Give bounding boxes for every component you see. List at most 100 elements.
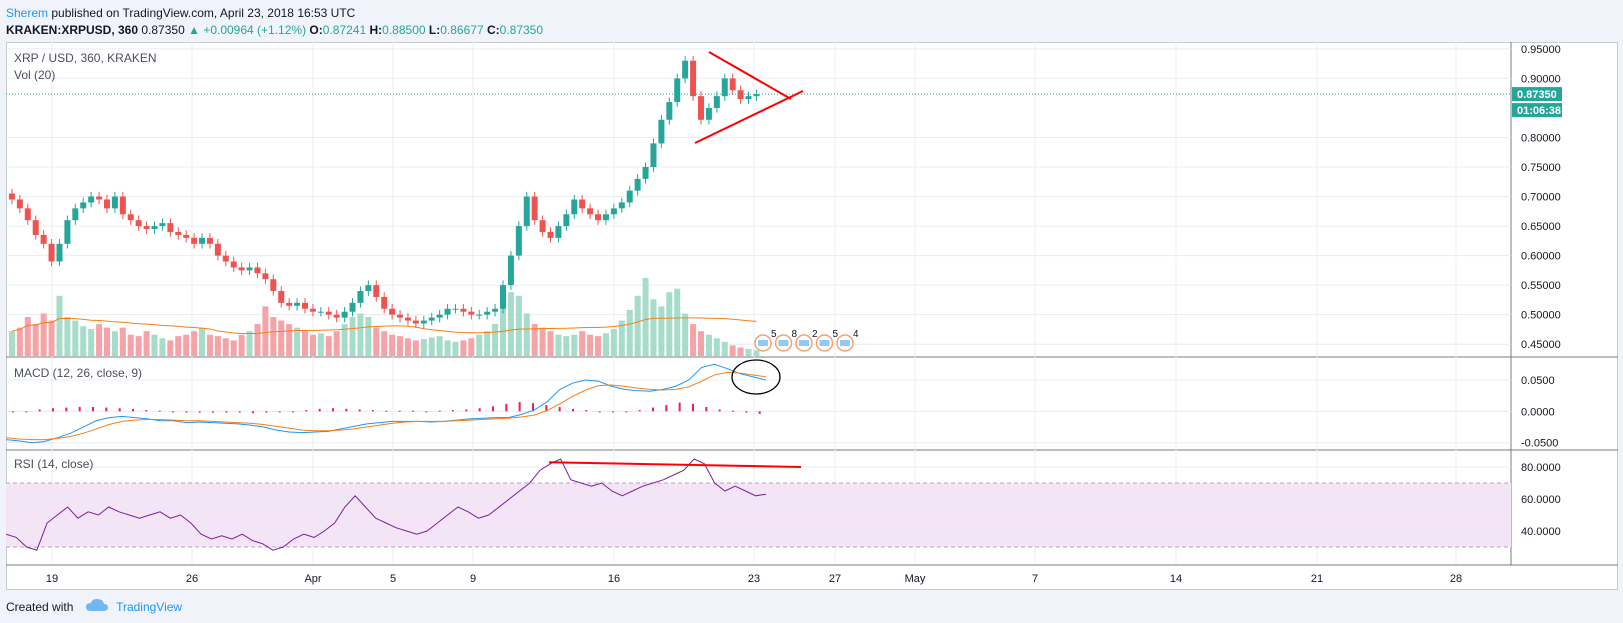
volume-bar bbox=[658, 306, 665, 356]
volume-bar bbox=[214, 336, 221, 356]
y-tick-label: 80.0000 bbox=[1521, 462, 1561, 474]
candle-body bbox=[341, 311, 348, 318]
macd-histogram-bar bbox=[172, 411, 174, 413]
volume-bar bbox=[325, 336, 332, 356]
candle-body bbox=[206, 237, 213, 244]
macd-histogram-bar bbox=[412, 410, 414, 412]
candle-body bbox=[571, 199, 578, 215]
volume-bar bbox=[745, 348, 752, 356]
volume-bar bbox=[175, 336, 182, 356]
macd-histogram-bar bbox=[705, 406, 708, 412]
volume-bar bbox=[104, 327, 110, 356]
macd-histogram-bar bbox=[478, 408, 481, 412]
volume-bar bbox=[8, 331, 15, 356]
candle-body bbox=[492, 308, 499, 312]
macd-histogram-bar bbox=[252, 411, 254, 414]
candle-body bbox=[175, 231, 182, 235]
volume-bar bbox=[286, 324, 293, 356]
macd-histogram-bar bbox=[238, 411, 241, 413]
candle-body bbox=[642, 167, 649, 179]
candle-body bbox=[8, 193, 15, 200]
volume-bar bbox=[515, 295, 522, 356]
y-tick-label: 0.90000 bbox=[1521, 73, 1561, 85]
high-value: 0.88500 bbox=[382, 23, 426, 37]
candle-body bbox=[523, 196, 530, 227]
y-tick-label: 0.0500 bbox=[1521, 375, 1555, 387]
candle-body bbox=[294, 302, 301, 306]
macd-histogram-bar bbox=[318, 408, 321, 412]
candle-body bbox=[753, 94, 760, 97]
candle-body bbox=[428, 317, 435, 321]
macd-histogram-bar bbox=[692, 403, 694, 412]
candle-body bbox=[48, 243, 55, 262]
candle-body bbox=[737, 90, 744, 100]
candle-body bbox=[254, 267, 261, 274]
x-tick-label: 28 bbox=[1450, 573, 1462, 585]
x-tick-label: 26 bbox=[186, 573, 198, 585]
candle-body bbox=[64, 220, 71, 244]
author-link[interactable]: Sherem bbox=[6, 6, 49, 20]
candle-body bbox=[674, 78, 681, 103]
volume-bar bbox=[523, 313, 530, 356]
volume-bar bbox=[302, 331, 308, 356]
candle-body bbox=[420, 320, 427, 324]
candle-body bbox=[72, 208, 79, 221]
volume-ma-line bbox=[11, 317, 757, 335]
candle-body bbox=[389, 308, 396, 315]
macd-histogram-bar bbox=[612, 411, 614, 413]
event-badge-count: 5 bbox=[771, 329, 777, 340]
macd-histogram-bar bbox=[518, 401, 521, 412]
volume-bar bbox=[246, 331, 253, 356]
volume-bar bbox=[183, 334, 190, 356]
volume-bar bbox=[650, 299, 657, 356]
candle-body bbox=[111, 196, 118, 209]
candle-body bbox=[587, 208, 594, 215]
macd-histogram-bar bbox=[652, 407, 654, 412]
macd-histogram-bar bbox=[225, 411, 228, 413]
macd-histogram-bar bbox=[25, 411, 28, 413]
candle-body bbox=[729, 78, 736, 91]
candle-body bbox=[135, 220, 142, 227]
macd-histogram-bar bbox=[452, 410, 454, 412]
candle-body bbox=[88, 196, 95, 203]
macd-histogram-bar bbox=[358, 409, 361, 412]
volume-bar bbox=[531, 324, 538, 356]
y-tick-label: 0.50000 bbox=[1521, 310, 1561, 322]
x-tick-label: 21 bbox=[1311, 573, 1323, 585]
volume-bar bbox=[428, 337, 435, 356]
macd-histogram-bar bbox=[12, 411, 14, 413]
volume-bar bbox=[389, 334, 396, 356]
event-badge-count: 4 bbox=[853, 329, 859, 340]
macd-histogram-bar bbox=[545, 405, 548, 412]
candle-body bbox=[626, 190, 633, 203]
volume-bar bbox=[698, 331, 704, 356]
volume-bar bbox=[72, 320, 79, 356]
volume-bar bbox=[278, 320, 285, 356]
candle-body bbox=[32, 220, 39, 235]
macd-cross-circle bbox=[731, 359, 781, 395]
volume-bar bbox=[373, 327, 380, 356]
volume-bar bbox=[270, 317, 277, 356]
candle-body bbox=[373, 285, 380, 297]
x-tick-label: 19 bbox=[46, 573, 58, 585]
macd-histogram-bar bbox=[278, 411, 281, 413]
candle-body bbox=[666, 102, 673, 120]
x-tick-label: 5 bbox=[390, 573, 396, 585]
candle-body bbox=[278, 291, 285, 303]
volume-bar bbox=[420, 338, 427, 356]
candle-body bbox=[349, 302, 356, 312]
volume-bar bbox=[143, 331, 150, 356]
candle-body bbox=[262, 273, 269, 280]
candle-body bbox=[56, 243, 63, 262]
volume-bar bbox=[199, 327, 206, 356]
tradingview-link[interactable]: TradingView bbox=[116, 600, 183, 614]
candle-body bbox=[713, 96, 720, 108]
chart-canvas[interactable]: 19 26 Apr 5 9 16 23 27 May 7 14 21 280.950000.900000… bbox=[6, 42, 1618, 590]
volume-bar bbox=[88, 329, 95, 356]
macd-histogram-bar bbox=[292, 411, 294, 413]
macd-histogram-bar bbox=[638, 410, 641, 412]
volume-bar bbox=[16, 327, 23, 356]
countdown-badge-bg bbox=[1512, 103, 1562, 118]
volume-bar bbox=[634, 295, 641, 356]
volume-bar bbox=[682, 313, 689, 356]
